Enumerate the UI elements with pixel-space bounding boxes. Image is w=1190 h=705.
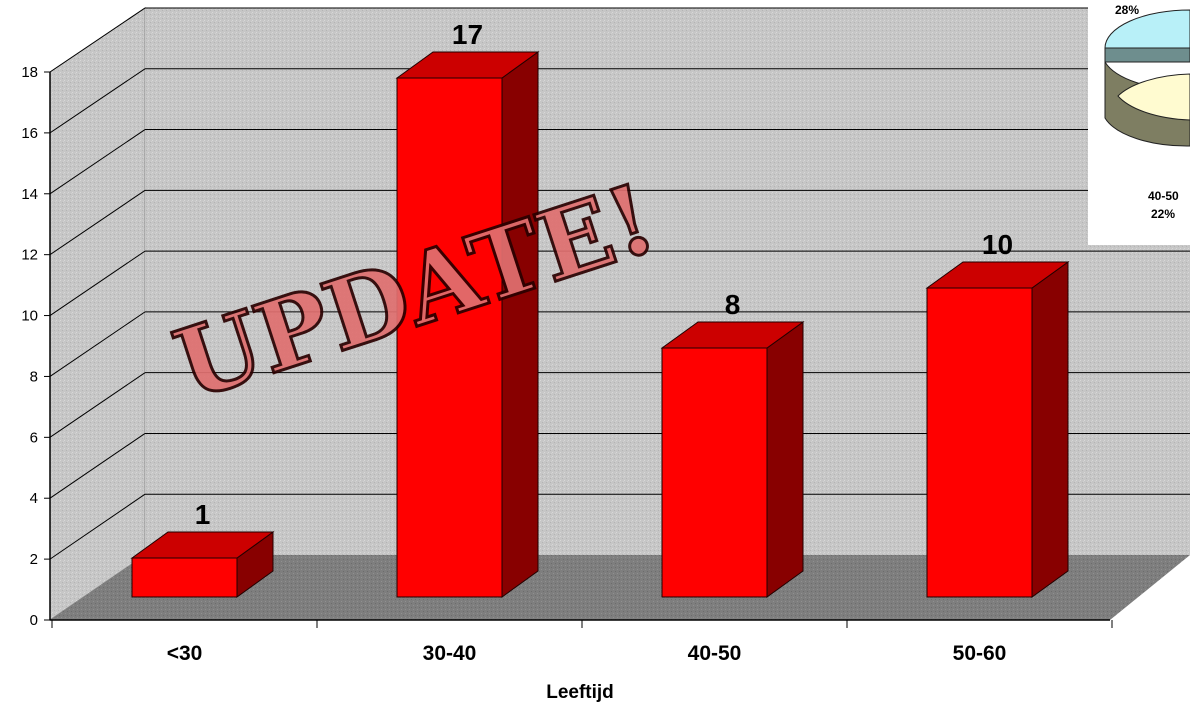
x-tick-label: 40-50 — [688, 642, 742, 665]
bar — [395, 51, 540, 598]
y-tick-label: 14 — [21, 186, 38, 203]
bar — [925, 261, 1070, 598]
bar — [660, 321, 805, 598]
y-tick-label: 6 — [30, 429, 38, 446]
y-tick-label: 12 — [21, 247, 38, 264]
x-axis: <30 30-40 40-50 50-60 — [51, 620, 1113, 665]
y-tick-label: 8 — [30, 368, 38, 385]
y-tick-label: 4 — [30, 490, 38, 507]
floor — [50, 555, 1190, 620]
x-tick-label: 30-40 — [423, 642, 477, 665]
inset-pie-chart: 28% 40-50 22% — [1088, 0, 1190, 245]
bar — [130, 531, 275, 598]
data-label: 8 — [725, 289, 741, 320]
y-axis: 0 2 4 6 8 10 12 14 16 18 — [21, 64, 51, 629]
y-tick-label: 18 — [21, 64, 38, 81]
pie-label-22: 22% — [1151, 207, 1175, 221]
y-tick-label: 2 — [30, 551, 38, 568]
x-axis-title: Leeftijd — [546, 682, 614, 703]
side-wall — [49, 7, 146, 621]
y-tick-label: 16 — [21, 125, 38, 142]
x-tick-label: 50-60 — [953, 642, 1007, 665]
data-label: 17 — [452, 19, 483, 50]
data-label: 1 — [195, 499, 211, 530]
pie-label-28: 28% — [1115, 3, 1139, 17]
y-tick-label: 0 — [30, 612, 38, 629]
data-label: 10 — [982, 229, 1013, 260]
pie-slice-top — [1104, 9, 1190, 49]
x-tick-label: <30 — [167, 642, 203, 665]
y-tick-label: 10 — [21, 308, 38, 325]
bars: 1 17 8 10 — [130, 19, 1070, 598]
pie-label-40-50: 40-50 — [1148, 189, 1179, 203]
pie-slice-bottom — [1117, 73, 1190, 121]
